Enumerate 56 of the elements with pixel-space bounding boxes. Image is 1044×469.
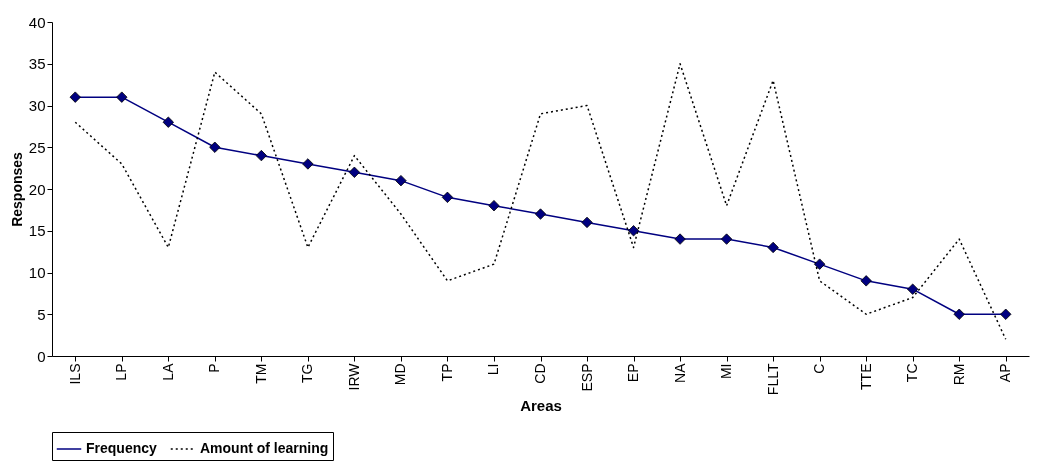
- x-tick-label: TC: [904, 363, 921, 383]
- point: [255, 149, 267, 162]
- point: [767, 241, 779, 254]
- x-tick-label: C: [811, 363, 828, 374]
- x-tick-label: TM: [252, 363, 269, 384]
- point: [1000, 308, 1012, 320]
- x-tick-label: LA: [159, 362, 176, 381]
- y-tick-label: 30: [28, 97, 46, 114]
- point: [627, 225, 640, 237]
- x-tick-label: TP: [438, 363, 455, 382]
- point: [348, 166, 361, 178]
- point: [302, 158, 314, 170]
- legend-label: Frequency: [86, 440, 158, 456]
- point: [674, 233, 686, 245]
- line-series: [74, 63, 1007, 341]
- y-tick-label: 10: [28, 264, 46, 281]
- y-axis-title: Responses: [8, 151, 25, 227]
- point: [860, 275, 872, 287]
- x-tick-label: ESP: [578, 363, 595, 392]
- y-tick-label: 40: [28, 13, 46, 31]
- point: [534, 208, 547, 220]
- point: [720, 233, 733, 245]
- point: [488, 200, 500, 212]
- x-tick-label: MI: [718, 363, 735, 380]
- point: [581, 216, 593, 229]
- y-tick-label: 5: [37, 305, 46, 323]
- x-tick-label: TTE: [857, 363, 874, 390]
- x-tick-label: CD: [532, 363, 548, 384]
- point: [69, 91, 81, 103]
- point: [907, 283, 919, 295]
- x-tick-label: RM: [950, 363, 967, 386]
- x-tick-label: MD: [392, 363, 409, 386]
- y-tick-label: 20: [28, 180, 46, 198]
- x-tick-label: AP: [997, 363, 1014, 383]
- point: [395, 175, 407, 187]
- x-tick-label: FLLT: [764, 363, 781, 396]
- point: [814, 258, 826, 270]
- point: [953, 308, 965, 320]
- point: [209, 141, 221, 153]
- x-tick-label: LP: [113, 363, 130, 381]
- point: [441, 191, 454, 203]
- x-tick-label: IRW: [345, 362, 362, 391]
- x-tick-label: NA: [671, 362, 688, 383]
- y-tick-label: 35: [28, 55, 46, 73]
- x-tick-label: P: [206, 363, 223, 373]
- x-tick-label: EP: [625, 363, 642, 383]
- legend-label: Amount of learning: [200, 440, 329, 456]
- x-tick-label: TG: [299, 363, 316, 383]
- y-tick-label: 25: [28, 138, 46, 156]
- y-tick-label: 15: [28, 222, 46, 240]
- x-tick-label: ILS: [66, 363, 83, 385]
- point: [116, 91, 128, 103]
- x-tick-label: LI: [485, 363, 502, 376]
- point: [162, 116, 174, 128]
- x-axis-title: Areas: [520, 397, 562, 415]
- y-tick-label: 0: [37, 347, 46, 365]
